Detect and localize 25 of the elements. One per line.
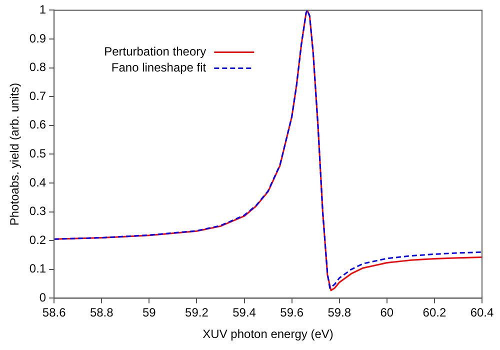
- y-tick-label: 1: [39, 2, 46, 17]
- x-tick-label: 59.8: [328, 306, 352, 320]
- x-tick-label: 59: [142, 306, 156, 320]
- x-tick-label: 59.6: [280, 306, 304, 320]
- x-tick-label: 58.6: [42, 306, 66, 320]
- x-tick-label: 59.2: [185, 306, 209, 320]
- y-tick-label: 0.6: [29, 118, 46, 132]
- y-tick-label: 0.1: [29, 262, 46, 276]
- y-tick-label: 0.2: [29, 232, 46, 247]
- legend-label: Fano lineshape fit: [111, 60, 207, 75]
- x-tick-label: 60.2: [422, 306, 446, 320]
- y-tick-label: 0: [39, 290, 46, 305]
- x-tick-label: 60: [380, 306, 394, 320]
- y-tick-label: 0.5: [29, 146, 46, 161]
- x-axis-title: XUV photon energy (eV): [202, 327, 334, 342]
- y-tick-label: 0.8: [29, 60, 46, 74]
- y-tick-label: 0.9: [29, 31, 46, 46]
- y-axis-title: Photoabs. yield (arb. units): [8, 82, 22, 226]
- x-tick-label: 60.4: [470, 306, 494, 320]
- y-tick-label: 0.7: [29, 88, 46, 103]
- y-tick-label: 0.3: [29, 204, 46, 218]
- x-tick-label: 58.8: [90, 306, 114, 320]
- legend-label: Perturbation theory: [104, 44, 206, 59]
- y-tick-label: 0.4: [29, 175, 46, 190]
- x-tick-label: 59.4: [232, 306, 256, 320]
